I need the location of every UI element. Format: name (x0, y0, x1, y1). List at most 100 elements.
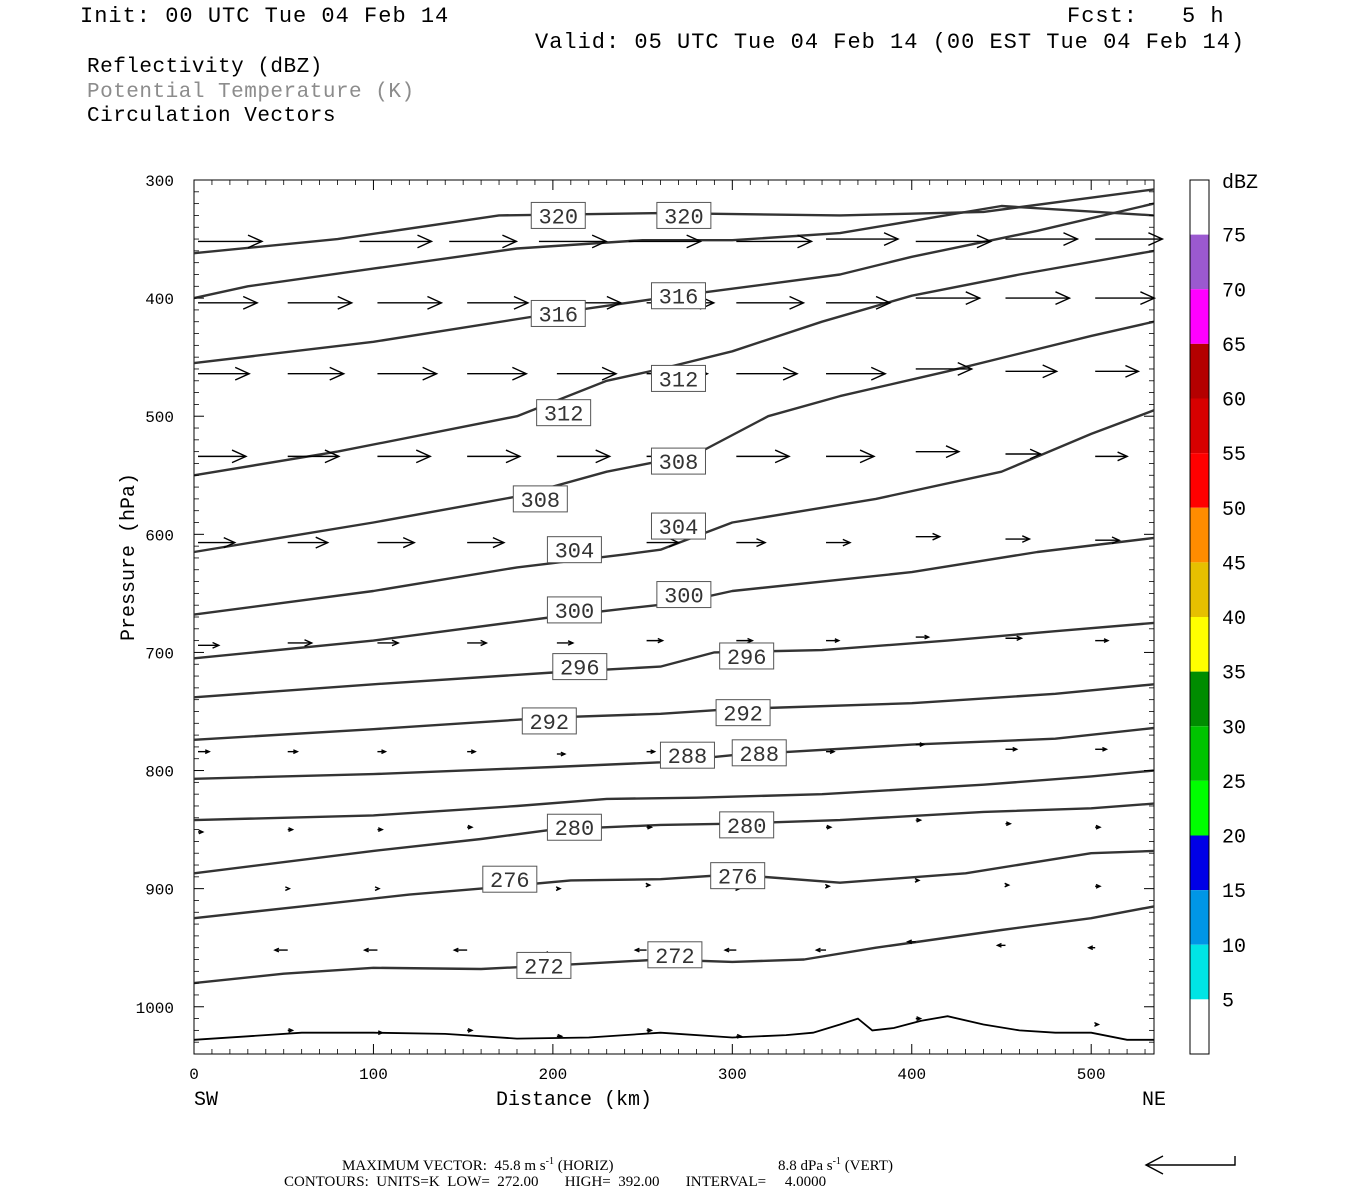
contour-label: 280 (546, 813, 602, 842)
vector-head (797, 234, 814, 249)
vector-arrow (646, 824, 654, 830)
vector-arrow (467, 366, 529, 381)
contour-label-box (516, 951, 572, 979)
vector-head (932, 532, 942, 541)
contour-label-text: 292 (723, 703, 763, 728)
x-tick-label: 100 (359, 1066, 388, 1084)
vector-arrow (1005, 821, 1012, 827)
vector-head (924, 634, 931, 640)
vector-head (329, 366, 346, 381)
y-axis-label: Pressure (hPa) (118, 473, 141, 641)
vector-arrow (736, 637, 755, 644)
vector-arrow (826, 449, 876, 464)
isentrope-308 (193, 249, 1155, 477)
y-tick-label: 1000 (136, 1000, 174, 1018)
contour-label-text: 292 (529, 711, 569, 736)
vector-head (427, 295, 444, 310)
x-tick-label: 500 (1077, 1066, 1106, 1084)
vector-arrow (1005, 635, 1024, 642)
vector-arrow (826, 366, 887, 381)
vector-head (1102, 746, 1109, 752)
contour-label-text: 276 (718, 866, 758, 891)
vector-arrow (555, 886, 562, 892)
ne-label: NE (1142, 1089, 1166, 1112)
terrain-line (193, 1015, 1154, 1041)
contour-label: 308 (512, 485, 568, 514)
colorbar-level: 50 (1222, 499, 1246, 522)
vector-arrow (556, 640, 575, 646)
contour-label: 316 (530, 299, 586, 328)
contour-label-text: 296 (560, 657, 600, 682)
vector-head (965, 291, 982, 306)
vector-arrow (1005, 232, 1080, 246)
vector-arrow (556, 449, 612, 464)
vector-head (883, 232, 900, 246)
vector-head (842, 538, 852, 547)
vector-arrow (467, 295, 530, 310)
vector-arrow (628, 234, 703, 249)
vector-arrow (198, 749, 211, 755)
vector-head (422, 366, 439, 381)
vector-head (633, 947, 640, 953)
contour-label: 288 (659, 741, 715, 770)
vector-head (1094, 1022, 1101, 1027)
colorbar-level: 70 (1222, 280, 1246, 303)
contour-label-text: 316 (659, 286, 699, 311)
vector-arrow (723, 947, 737, 953)
vector-arrow (915, 445, 961, 459)
vector-arrow (1095, 451, 1129, 462)
y-tick-label: 500 (145, 409, 174, 427)
contour-label: 276 (482, 865, 538, 894)
contour-label: 316 (650, 282, 706, 311)
contour-label-text: 272 (655, 945, 695, 970)
vector-arrow (826, 824, 833, 830)
vector-arrow (1004, 882, 1011, 888)
colorbar: 75 70 65 60 55 50 45 40 35 30 25 20 15 10 5 dBZ (1189, 172, 1258, 1055)
vector-head (650, 749, 657, 755)
vector-arrow (1095, 883, 1102, 889)
reference-vector-shaft (1146, 1156, 1236, 1166)
vector-arrow (1005, 746, 1019, 752)
vector-head (647, 1027, 654, 1033)
x-tick-label: 200 (538, 1066, 567, 1084)
contour-label-box (530, 299, 586, 327)
vector-head (1117, 451, 1129, 462)
vector-arrow (1005, 291, 1072, 306)
y-tick-label: 600 (145, 527, 174, 545)
vector-arrow (736, 449, 791, 464)
vector-head (315, 536, 330, 549)
vector-head (247, 234, 264, 249)
colorbar-level: 15 (1222, 881, 1246, 904)
vector-head (1140, 291, 1157, 306)
vector-head (1095, 883, 1102, 889)
vector-head (223, 536, 237, 549)
vector-arrow (287, 639, 314, 647)
contour-label-box (482, 865, 538, 893)
colorbar-swatch (1190, 671, 1209, 727)
vector-head (789, 295, 806, 310)
colorbar-swatch (1190, 944, 1209, 1000)
contour-label-box (715, 699, 771, 727)
contour-label-text: 320 (538, 205, 578, 230)
vector-head (1087, 945, 1094, 951)
y-tick-label: 700 (145, 645, 174, 663)
contour-label: 272 (647, 941, 703, 970)
vector-arrow (287, 1027, 295, 1033)
contour-label-text: 280 (727, 815, 767, 840)
contour-label-text: 280 (555, 817, 595, 842)
vector-arrow (1094, 1022, 1101, 1027)
vector-head (362, 947, 369, 953)
x-tick-label: 300 (718, 1066, 747, 1084)
vector-head (1016, 635, 1024, 642)
colorbar-level: 20 (1222, 827, 1246, 850)
vector-head (1055, 291, 1072, 306)
vector-head (870, 366, 887, 381)
forecast-label: Fcst: (1067, 4, 1139, 29)
colorbar-swatch (1190, 780, 1209, 836)
isentrope-280 (193, 769, 1155, 822)
colorbar-level: 75 (1222, 226, 1246, 249)
vector-head (381, 749, 388, 755)
field-reflectivity: Reflectivity (dBZ) (87, 56, 323, 79)
vector-head (916, 817, 923, 823)
